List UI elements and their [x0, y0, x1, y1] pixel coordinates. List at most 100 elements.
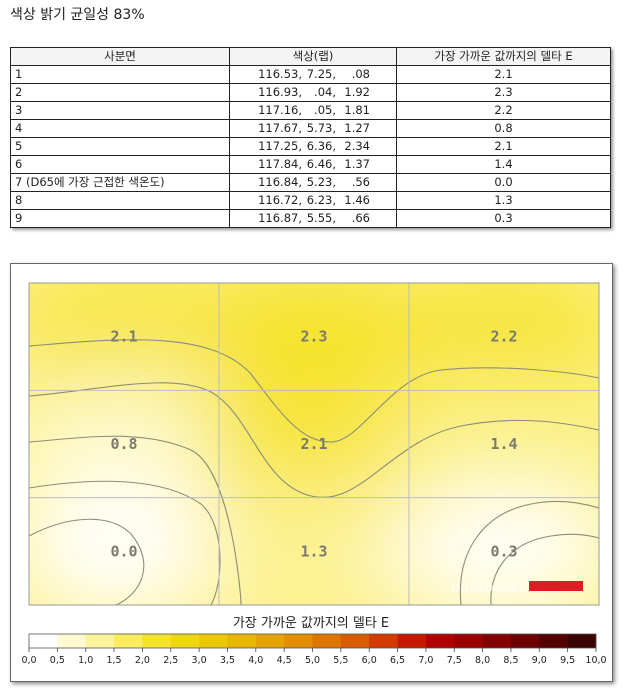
cell-value-label: 2.1 [110, 328, 137, 346]
table-row: 4 117.67, 5.73, 1.27 0.8 [10, 119, 611, 138]
lab-component: 116.53, [258, 67, 302, 81]
heatmap-cell-blob [386, 283, 599, 404]
lab-component: .66 [351, 211, 370, 225]
cell-value-label: 2.2 [490, 328, 517, 346]
scale-tick-label: 10,0 [585, 655, 606, 666]
lab-component: 5.73, [306, 121, 336, 135]
scale-segment [255, 634, 285, 648]
lab-component: 117.16, [258, 103, 302, 117]
scale-tick-label: 4,5 [277, 655, 292, 666]
lab-component: 116.84, [258, 175, 302, 189]
watermark-bar [529, 581, 583, 591]
lab-component: 116.93, [258, 85, 302, 99]
scale-tick-label: 5,0 [305, 655, 320, 666]
lab-component: .56 [351, 175, 370, 189]
lab-component: .05, [314, 103, 336, 117]
column-header-delta-e: 가장 가까운 값까지의 델타 E [396, 47, 611, 66]
quadrant-cell: 5 [10, 137, 230, 156]
lab-cell: 117.25, 6.36, 2.34 [229, 137, 397, 156]
lab-component: .08 [351, 67, 370, 81]
scale-tick-label: 6,5 [390, 655, 405, 666]
lab-cell: 117.16, .05, 1.81 [229, 101, 397, 120]
column-header-quadrant: 사분면 [10, 47, 230, 66]
scale-segment [397, 634, 427, 648]
scale-tick-label: 8,0 [475, 655, 490, 666]
lab-component: 6.23, [306, 193, 336, 207]
lab-cell: 116.93, .04, 1.92 [229, 83, 397, 102]
table-row: 8 116.72, 6.23, 1.46 1.3 [10, 191, 611, 210]
quadrant-cell: 9 [10, 209, 230, 228]
delta-e-table: 사분면 색상(랩) 가장 가까운 값까지의 델타 E 1 116.53, 7.25,… [10, 47, 611, 228]
table-row: 2 116.93, .04, 1.92 2.3 [10, 83, 611, 102]
heatmap-cell-blob [386, 484, 599, 605]
lab-component: 1.37 [344, 157, 370, 171]
lab-component: 2.34 [344, 139, 370, 153]
page-title: 색상 밝기 균일성 83% [10, 7, 145, 23]
scale-tick-label: 9,5 [560, 655, 575, 666]
lab-component: 117.25, [258, 139, 302, 153]
delta-e-cell: 2.1 [396, 65, 611, 84]
contour-line [459, 500, 599, 605]
scale-segment [170, 634, 200, 648]
lab-component: 117.84, [258, 157, 302, 171]
scale-tick-label: 3,0 [192, 655, 207, 666]
scale-tick-label: 6,0 [362, 655, 377, 666]
scale-segment [142, 634, 172, 648]
quadrant-cell: 6 [10, 155, 230, 174]
delta-e-cell: 0.8 [396, 119, 611, 138]
scale-segment [227, 634, 257, 648]
delta-e-cell: 1.4 [396, 155, 611, 174]
scale-segment [312, 634, 342, 648]
delta-e-cell: 1.3 [396, 191, 611, 210]
lab-component: 6.46, [306, 157, 336, 171]
heatmap-fill [29, 283, 599, 605]
legend-title: 가장 가까운 값까지의 델타 E [233, 616, 389, 631]
contour-line [29, 339, 599, 443]
scale-tick-label: 7,0 [418, 655, 433, 666]
table-row: 3 117.16, .05, 1.81 2.2 [10, 101, 611, 120]
plot-border [28, 282, 600, 606]
scale-segment [482, 634, 512, 648]
scale-tick-label: 3,5 [220, 655, 235, 666]
cell-value-label: 0.8 [110, 435, 137, 453]
scale-segment [199, 634, 228, 648]
lab-component: 1.92 [344, 85, 370, 99]
contour-line [490, 533, 599, 605]
contour-line [29, 518, 145, 605]
lab-component: .04, [314, 85, 336, 99]
quadrant-cell: 3 [10, 101, 230, 120]
table-body: 1 116.53, 7.25, .08 2.1 2 116.93, .04, 1.92 2.3 3 1… [10, 65, 611, 228]
lab-component: 7.25, [306, 67, 336, 81]
scale-tick-label: 0,5 [50, 655, 65, 666]
quadrant-cell: 4 [10, 119, 230, 138]
uniformity-heatmap-chart: 2.1 2.3 2.20.8 2.1 1.40.0 1.3 0.3notebookcheck… [21, 282, 607, 666]
table-row: 1 116.53, 7.25, .08 2.1 [10, 65, 611, 84]
scale-tick-label: 2,5 [163, 655, 178, 666]
scale-tick-label: 0,0 [21, 655, 36, 666]
scale-tick-label: 7,5 [447, 655, 462, 666]
scale-segment [29, 634, 58, 648]
lab-cell: 116.87, 5.55, .66 [229, 209, 397, 228]
delta-e-cell: 2.2 [396, 101, 611, 120]
scale-segment [114, 634, 143, 648]
scale-segment [510, 634, 540, 648]
scale-tick-label: 4,0 [248, 655, 263, 666]
table-header-row: 사분면 색상(랩) 가장 가까운 값까지의 델타 E [10, 47, 611, 66]
scale-segment [454, 634, 483, 648]
lab-cell: 117.67, 5.73, 1.27 [229, 119, 397, 138]
scale-segment [425, 634, 455, 648]
heatmap-cell-blob [196, 377, 432, 511]
lab-component: 6.36, [306, 139, 336, 153]
lab-component: 116.72, [258, 193, 302, 207]
table-row: 9 116.87, 5.55, .66 0.3 [10, 209, 611, 228]
heatmap-cell-blob [29, 283, 242, 404]
cell-value-label: 2.3 [300, 328, 327, 346]
cell-value-label: 2.1 [300, 435, 327, 453]
table-row: 5 117.25, 6.36, 2.34 2.1 [10, 137, 611, 156]
cell-value-label: 1.4 [490, 435, 517, 453]
heatmap-cell-blob [29, 484, 242, 605]
scale-segment [57, 634, 86, 648]
quadrant-cell: 8 [10, 191, 230, 210]
lab-component: 1.81 [344, 103, 370, 117]
table-row: 7 (D65에 가장 근접한 색온도) 116.84, 5.23, .56 0.0 [10, 173, 611, 192]
